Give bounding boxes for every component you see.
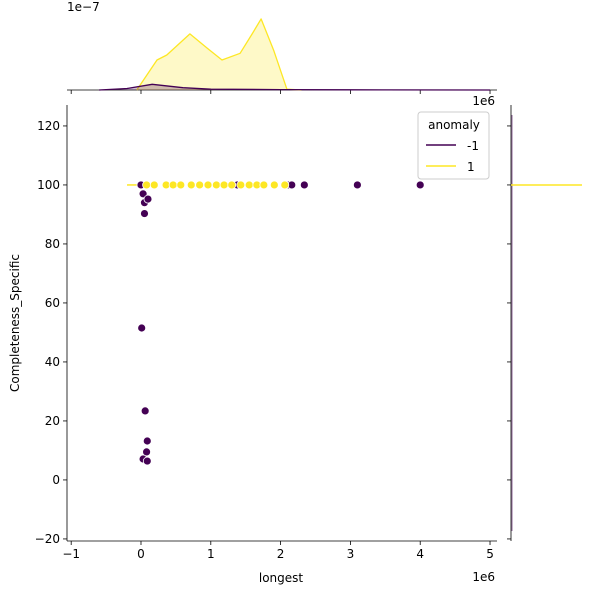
scatter-point-neg1 (299, 180, 309, 190)
scatter-point-1 (227, 180, 237, 190)
scatter-point-1 (203, 180, 213, 190)
scatter-point-neg1 (142, 456, 152, 466)
main-axes: −1 0 1 2 3 4 5 −20 0 20 40 60 80 100 120 (35, 105, 497, 561)
scatter-point-1 (195, 180, 205, 190)
scatter-point-neg1 (415, 180, 425, 190)
scatter-point-1 (259, 180, 269, 190)
x-tick-label: −1 (62, 547, 80, 561)
kde-line-neg1 (99, 83, 491, 91)
y-tick-label: 60 (45, 296, 60, 310)
legend-label-neg1: -1 (467, 139, 479, 153)
scatter-point-1 (142, 180, 151, 190)
kde-fill-1 (136, 18, 302, 90)
x-offset-label: 1e6 (472, 570, 495, 584)
scatter-point-1 (186, 180, 196, 190)
scatter-point-1 (149, 180, 159, 190)
x-axis-label: longest (259, 571, 304, 585)
y-tick-label: 20 (45, 414, 60, 428)
scatter-point-1 (211, 180, 221, 190)
x-tick-label: 3 (347, 547, 355, 561)
x-tick-label: 0 (137, 547, 145, 561)
right-marginal-offset-label: 1e6 (472, 94, 495, 108)
scatter-point-1 (236, 180, 246, 190)
kde-line-1 (136, 18, 302, 91)
scatter-point-1 (219, 180, 229, 190)
y-tick-label: 40 (45, 355, 60, 369)
top-marginal-offset-label: 1e−7 (67, 0, 100, 14)
scatter-point-neg1 (137, 323, 147, 333)
scatter-point-1 (244, 180, 254, 190)
legend-label-1: 1 (467, 160, 475, 174)
scatter-point-1 (168, 180, 178, 190)
scatter-point-neg1 (142, 436, 152, 446)
y-tick-label: 100 (37, 178, 60, 192)
scatter-point-neg1 (142, 447, 151, 457)
y-tick-label: −20 (35, 532, 60, 546)
legend-title: anomaly (428, 118, 480, 132)
right-marginal-axes (507, 105, 582, 541)
scatter-point-1 (269, 180, 279, 190)
y-axis-label: Completeness_Specific (8, 254, 22, 392)
x-tick-label: 4 (416, 547, 424, 561)
y-tick-label: 0 (52, 473, 60, 487)
scatter-point-neg1 (140, 406, 150, 416)
top-marginal-axes (67, 18, 497, 94)
scatter-point-neg1 (352, 180, 362, 190)
x-tick-label: 1 (207, 547, 215, 561)
scatter-point-neg1 (143, 194, 153, 204)
x-tick-label: 5 (486, 547, 494, 561)
y-tick-label: 80 (45, 237, 60, 251)
scatter-point-1 (280, 180, 290, 190)
x-tick-label: 2 (277, 547, 285, 561)
scatter-point-neg1 (140, 209, 149, 218)
legend: anomaly -1 1 (417, 111, 490, 180)
y-tick-label: 120 (37, 119, 60, 133)
scatter-point-1 (176, 180, 186, 190)
